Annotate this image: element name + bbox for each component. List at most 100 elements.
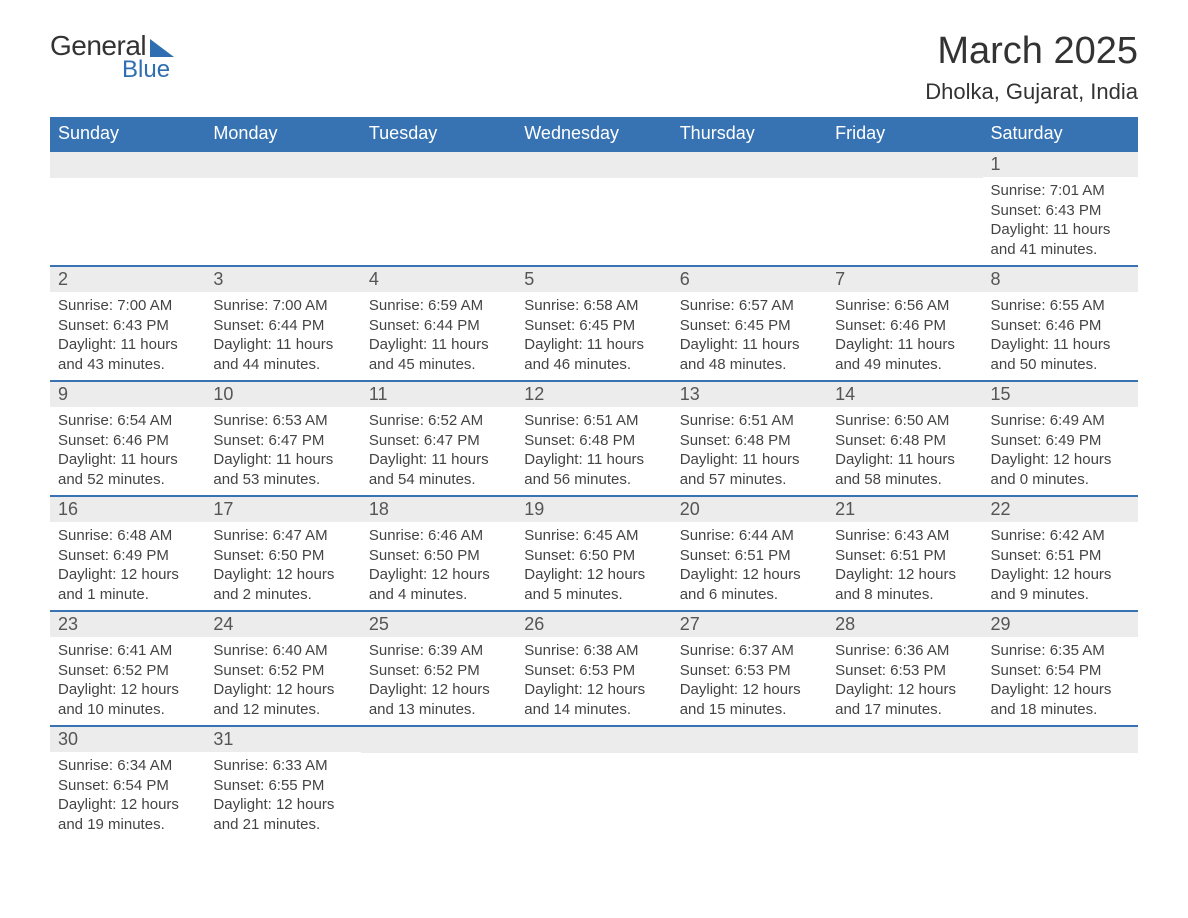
calendar-header-row: Sunday Monday Tuesday Wednesday Thursday… xyxy=(50,117,1138,151)
day-number: 13 xyxy=(672,382,827,407)
logo-triangle-icon xyxy=(150,39,174,57)
daylight-line1: Daylight: 11 hours xyxy=(835,450,974,470)
day-number: 7 xyxy=(827,267,982,292)
calendar-day-cell xyxy=(983,726,1138,840)
sunrise-text: Sunrise: 6:57 AM xyxy=(680,296,819,316)
day-number: 14 xyxy=(827,382,982,407)
daylight-line1: Daylight: 11 hours xyxy=(369,335,508,355)
day-data: Sunrise: 6:51 AMSunset: 6:48 PMDaylight:… xyxy=(516,407,671,495)
day-data: Sunrise: 6:48 AMSunset: 6:49 PMDaylight:… xyxy=(50,522,205,610)
sunset-text: Sunset: 6:50 PM xyxy=(369,546,508,566)
sunrise-text: Sunrise: 6:33 AM xyxy=(213,756,352,776)
day-number: 22 xyxy=(983,497,1138,522)
daylight-line2: and 56 minutes. xyxy=(524,470,663,490)
calendar-day-cell: 22Sunrise: 6:42 AMSunset: 6:51 PMDayligh… xyxy=(983,496,1138,611)
title-block: March 2025 Dholka, Gujarat, India xyxy=(925,30,1138,105)
sunrise-text: Sunrise: 6:48 AM xyxy=(58,526,197,546)
daylight-line1: Daylight: 12 hours xyxy=(835,565,974,585)
daylight-line1: Daylight: 11 hours xyxy=(835,335,974,355)
daylight-line1: Daylight: 11 hours xyxy=(680,450,819,470)
daylight-line1: Daylight: 12 hours xyxy=(58,680,197,700)
daylight-line1: Daylight: 11 hours xyxy=(680,335,819,355)
calendar-day-cell: 2Sunrise: 7:00 AMSunset: 6:43 PMDaylight… xyxy=(50,266,205,381)
sunrise-text: Sunrise: 6:47 AM xyxy=(213,526,352,546)
calendar-day-cell: 25Sunrise: 6:39 AMSunset: 6:52 PMDayligh… xyxy=(361,611,516,726)
sunset-text: Sunset: 6:54 PM xyxy=(58,776,197,796)
day-data: Sunrise: 6:38 AMSunset: 6:53 PMDaylight:… xyxy=(516,637,671,725)
sunrise-text: Sunrise: 6:59 AM xyxy=(369,296,508,316)
sunset-text: Sunset: 6:54 PM xyxy=(991,661,1130,681)
daylight-line2: and 15 minutes. xyxy=(680,700,819,720)
day-data: Sunrise: 6:52 AMSunset: 6:47 PMDaylight:… xyxy=(361,407,516,495)
daylight-line2: and 12 minutes. xyxy=(213,700,352,720)
daylight-line1: Daylight: 12 hours xyxy=(524,680,663,700)
calendar-day-cell: 8Sunrise: 6:55 AMSunset: 6:46 PMDaylight… xyxy=(983,266,1138,381)
sunset-text: Sunset: 6:52 PM xyxy=(369,661,508,681)
header: General Blue March 2025 Dholka, Gujarat,… xyxy=(50,30,1138,105)
sunrise-text: Sunrise: 6:54 AM xyxy=(58,411,197,431)
day-data: Sunrise: 6:42 AMSunset: 6:51 PMDaylight:… xyxy=(983,522,1138,610)
calendar-day-cell: 15Sunrise: 6:49 AMSunset: 6:49 PMDayligh… xyxy=(983,381,1138,496)
sunrise-text: Sunrise: 6:51 AM xyxy=(680,411,819,431)
daylight-line1: Daylight: 11 hours xyxy=(58,335,197,355)
day-data: Sunrise: 6:53 AMSunset: 6:47 PMDaylight:… xyxy=(205,407,360,495)
sunrise-text: Sunrise: 6:38 AM xyxy=(524,641,663,661)
empty-day xyxy=(672,727,827,753)
daylight-line1: Daylight: 12 hours xyxy=(369,680,508,700)
calendar-day-cell xyxy=(361,726,516,840)
sunset-text: Sunset: 6:44 PM xyxy=(213,316,352,336)
day-number: 8 xyxy=(983,267,1138,292)
day-number: 31 xyxy=(205,727,360,752)
calendar-day-cell: 24Sunrise: 6:40 AMSunset: 6:52 PMDayligh… xyxy=(205,611,360,726)
sunset-text: Sunset: 6:45 PM xyxy=(524,316,663,336)
sunset-text: Sunset: 6:46 PM xyxy=(835,316,974,336)
location-text: Dholka, Gujarat, India xyxy=(925,79,1138,105)
day-number: 11 xyxy=(361,382,516,407)
sunrise-text: Sunrise: 6:56 AM xyxy=(835,296,974,316)
logo: General Blue xyxy=(50,30,174,84)
calendar-week-row: 30Sunrise: 6:34 AMSunset: 6:54 PMDayligh… xyxy=(50,726,1138,840)
sunrise-text: Sunrise: 6:45 AM xyxy=(524,526,663,546)
daylight-line1: Daylight: 12 hours xyxy=(213,680,352,700)
calendar-week-row: 16Sunrise: 6:48 AMSunset: 6:49 PMDayligh… xyxy=(50,496,1138,611)
calendar-day-cell: 27Sunrise: 6:37 AMSunset: 6:53 PMDayligh… xyxy=(672,611,827,726)
sunrise-text: Sunrise: 7:01 AM xyxy=(991,181,1130,201)
weekday-header: Wednesday xyxy=(516,117,671,151)
calendar-day-cell: 23Sunrise: 6:41 AMSunset: 6:52 PMDayligh… xyxy=(50,611,205,726)
sunset-text: Sunset: 6:55 PM xyxy=(213,776,352,796)
sunset-text: Sunset: 6:53 PM xyxy=(835,661,974,681)
sunset-text: Sunset: 6:45 PM xyxy=(680,316,819,336)
daylight-line2: and 48 minutes. xyxy=(680,355,819,375)
sunset-text: Sunset: 6:47 PM xyxy=(369,431,508,451)
sunrise-text: Sunrise: 7:00 AM xyxy=(58,296,197,316)
daylight-line1: Daylight: 12 hours xyxy=(991,680,1130,700)
calendar-day-cell: 12Sunrise: 6:51 AMSunset: 6:48 PMDayligh… xyxy=(516,381,671,496)
sunset-text: Sunset: 6:46 PM xyxy=(58,431,197,451)
sunrise-text: Sunrise: 6:36 AM xyxy=(835,641,974,661)
day-data: Sunrise: 6:34 AMSunset: 6:54 PMDaylight:… xyxy=(50,752,205,840)
daylight-line2: and 41 minutes. xyxy=(991,240,1130,260)
day-data: Sunrise: 6:46 AMSunset: 6:50 PMDaylight:… xyxy=(361,522,516,610)
daylight-line1: Daylight: 12 hours xyxy=(369,565,508,585)
sunrise-text: Sunrise: 6:34 AM xyxy=(58,756,197,776)
daylight-line1: Daylight: 11 hours xyxy=(991,220,1130,240)
empty-day xyxy=(983,727,1138,753)
daylight-line2: and 58 minutes. xyxy=(835,470,974,490)
sunset-text: Sunset: 6:49 PM xyxy=(58,546,197,566)
day-data: Sunrise: 7:01 AMSunset: 6:43 PMDaylight:… xyxy=(983,177,1138,265)
calendar-day-cell: 13Sunrise: 6:51 AMSunset: 6:48 PMDayligh… xyxy=(672,381,827,496)
sunset-text: Sunset: 6:49 PM xyxy=(991,431,1130,451)
daylight-line2: and 1 minute. xyxy=(58,585,197,605)
sunrise-text: Sunrise: 7:00 AM xyxy=(213,296,352,316)
daylight-line1: Daylight: 11 hours xyxy=(213,450,352,470)
calendar-day-cell xyxy=(516,726,671,840)
daylight-line1: Daylight: 11 hours xyxy=(58,450,197,470)
sunrise-text: Sunrise: 6:51 AM xyxy=(524,411,663,431)
day-number: 12 xyxy=(516,382,671,407)
day-data: Sunrise: 6:54 AMSunset: 6:46 PMDaylight:… xyxy=(50,407,205,495)
day-number: 26 xyxy=(516,612,671,637)
sunrise-text: Sunrise: 6:46 AM xyxy=(369,526,508,546)
calendar-week-row: 23Sunrise: 6:41 AMSunset: 6:52 PMDayligh… xyxy=(50,611,1138,726)
calendar-day-cell: 19Sunrise: 6:45 AMSunset: 6:50 PMDayligh… xyxy=(516,496,671,611)
daylight-line1: Daylight: 11 hours xyxy=(524,450,663,470)
